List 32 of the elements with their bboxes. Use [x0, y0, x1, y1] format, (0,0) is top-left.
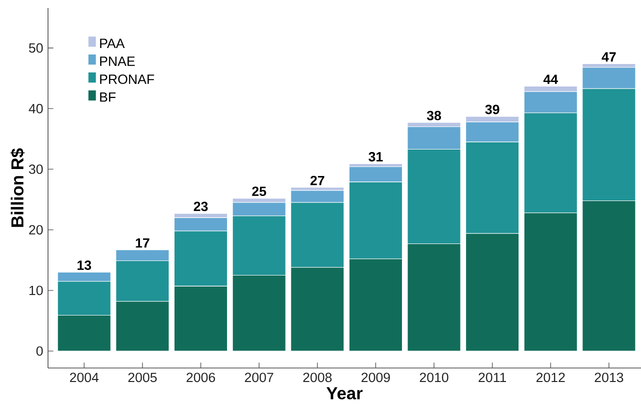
y-tick-label: 40: [28, 104, 43, 114]
total-label: 31: [368, 152, 383, 162]
y-tick-label: 10: [29, 286, 43, 296]
total-label: 25: [252, 186, 266, 196]
total-label: 27: [310, 176, 324, 186]
x-tick-label: 2010: [420, 372, 448, 382]
legend-label: PRONAF: [100, 74, 154, 84]
y-tick-label: 30: [28, 164, 43, 174]
x-tick-label: 2008: [303, 372, 332, 382]
x-tick-label: 2005: [128, 372, 157, 382]
x-tick-label: 2004: [70, 372, 99, 382]
x-tick-label: 2006: [186, 372, 216, 382]
x-tick-label: 2011: [478, 372, 506, 382]
total-label: 23: [194, 202, 208, 212]
legend-label: PAA: [100, 38, 125, 48]
x-tick-label: 2012: [536, 372, 565, 382]
x-axis-title: Year: [326, 387, 363, 400]
y-axis-title: Billion R$: [10, 148, 25, 227]
legend-label: PNAE: [100, 56, 135, 66]
total-label: 47: [602, 52, 616, 62]
total-label: 13: [78, 260, 92, 270]
x-tick-label: 2009: [362, 372, 390, 382]
total-label: 38: [426, 110, 442, 120]
y-tick-label: 20: [29, 225, 43, 235]
total-label: 44: [543, 74, 558, 84]
total-label: 17: [136, 238, 150, 248]
y-tick-label: 50: [29, 43, 43, 53]
x-tick-label: 2013: [594, 372, 624, 382]
x-tick-label: 2007: [244, 372, 274, 382]
y-tick-label: 0: [36, 346, 43, 356]
total-label: 39: [485, 104, 500, 114]
legend-label: BF: [100, 92, 116, 102]
